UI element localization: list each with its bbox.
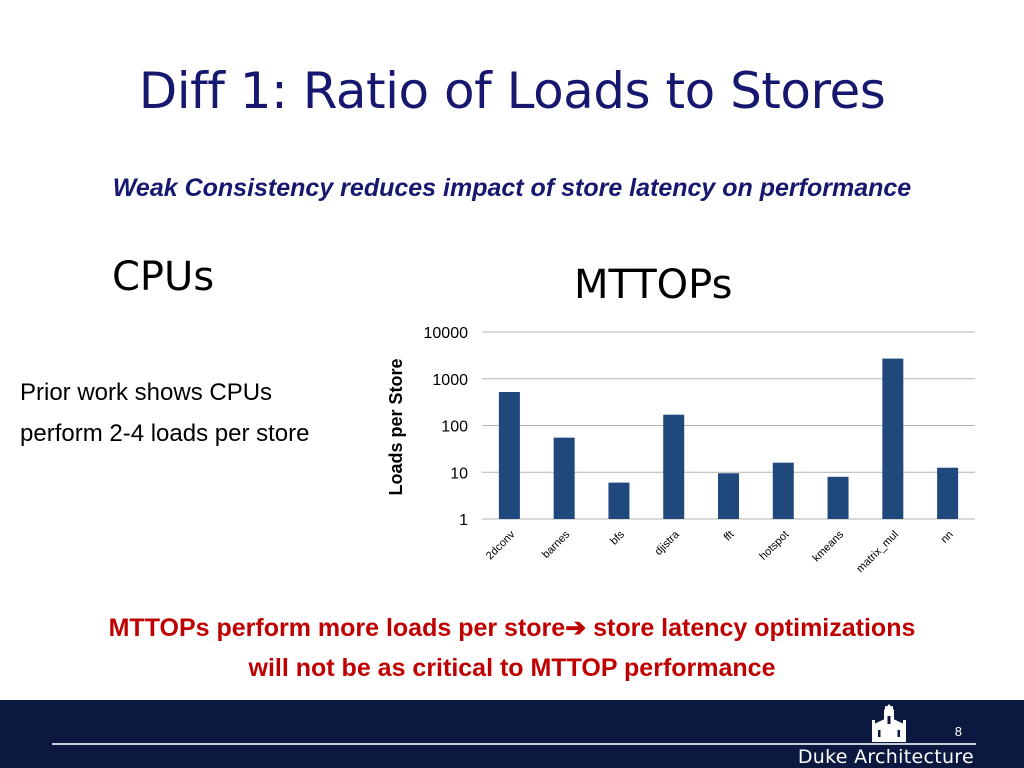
bar-2dconv: [498, 392, 520, 519]
bar-bfs: [608, 482, 630, 519]
y-tick-label: 1000: [432, 372, 468, 389]
bar-hotspot: [772, 462, 794, 519]
prior-work-text: Prior work shows CPUs perform 2-4 loads …: [20, 379, 310, 447]
conclusion-line-1: MTTOPs perform more loads per store➔ sto…: [0, 608, 1024, 648]
x-tick-label-bfs: bfs: [608, 528, 627, 547]
arrow-icon: ➔: [565, 614, 587, 642]
bar-barnes: [553, 437, 575, 519]
y-tick-label: 10: [450, 465, 468, 482]
slide-title: Diff 1: Ratio of Loads to Stores: [138, 62, 886, 120]
y-tick-label: 100: [441, 419, 468, 436]
x-tick-label-fft: fft: [722, 529, 737, 544]
bar-matrix_mul: [882, 358, 904, 519]
conclusion-part-1: MTTOPs perform more loads per store: [108, 614, 566, 642]
footer-divider: [52, 743, 976, 745]
slide-subtitle: Weak Consistency reduces impact of store…: [112, 174, 912, 202]
x-tick-label-2dconv: 2dconv: [484, 528, 518, 562]
slide-footer: 8 Duke Architecture: [0, 700, 1024, 768]
chart-y-ticks: 1 10 100 1000 10000: [424, 325, 469, 529]
bar-djistra: [663, 414, 685, 519]
bar-nn: [937, 467, 959, 519]
bar-kmeans: [827, 476, 849, 519]
conclusion-text: MTTOPs perform more loads per store➔ sto…: [0, 608, 1024, 688]
x-tick-label-kmeans: kmeans: [810, 528, 846, 564]
x-tick-label-nn: nn: [939, 529, 956, 546]
y-tick-label: 10000: [424, 325, 469, 342]
footer-brand: Duke Architecture: [797, 746, 974, 768]
x-tick-label-djistra: djistra: [653, 528, 683, 558]
bar-fft: [718, 473, 739, 519]
loads-per-store-chart: 1 10 100 1000 10000 2dconv barnes bfs djistra ff…: [386, 325, 975, 575]
chart-bars: [498, 358, 959, 519]
cpus-heading: CPUs: [112, 254, 215, 300]
x-tick-label-matrix_mul: matrix_mul: [854, 529, 901, 576]
x-tick-label-barnes: barnes: [540, 528, 573, 561]
y-tick-label: 1: [459, 512, 468, 529]
chart-x-ticks: 2dconv barnes bfs djistra fft hotspot kmeans ma…: [484, 528, 956, 575]
duke-chapel-logo-icon: [872, 704, 906, 742]
chart-y-axis-label: Loads per Store: [386, 358, 406, 495]
x-tick-label-hotspot: hotspot: [757, 529, 791, 563]
page-number: 8: [954, 724, 962, 739]
conclusion-part-2: store latency optimizations: [586, 614, 916, 642]
mttops-heading: MTTOPs: [574, 262, 733, 308]
conclusion-line-2: will not be as critical to MTTOP perform…: [248, 654, 776, 682]
